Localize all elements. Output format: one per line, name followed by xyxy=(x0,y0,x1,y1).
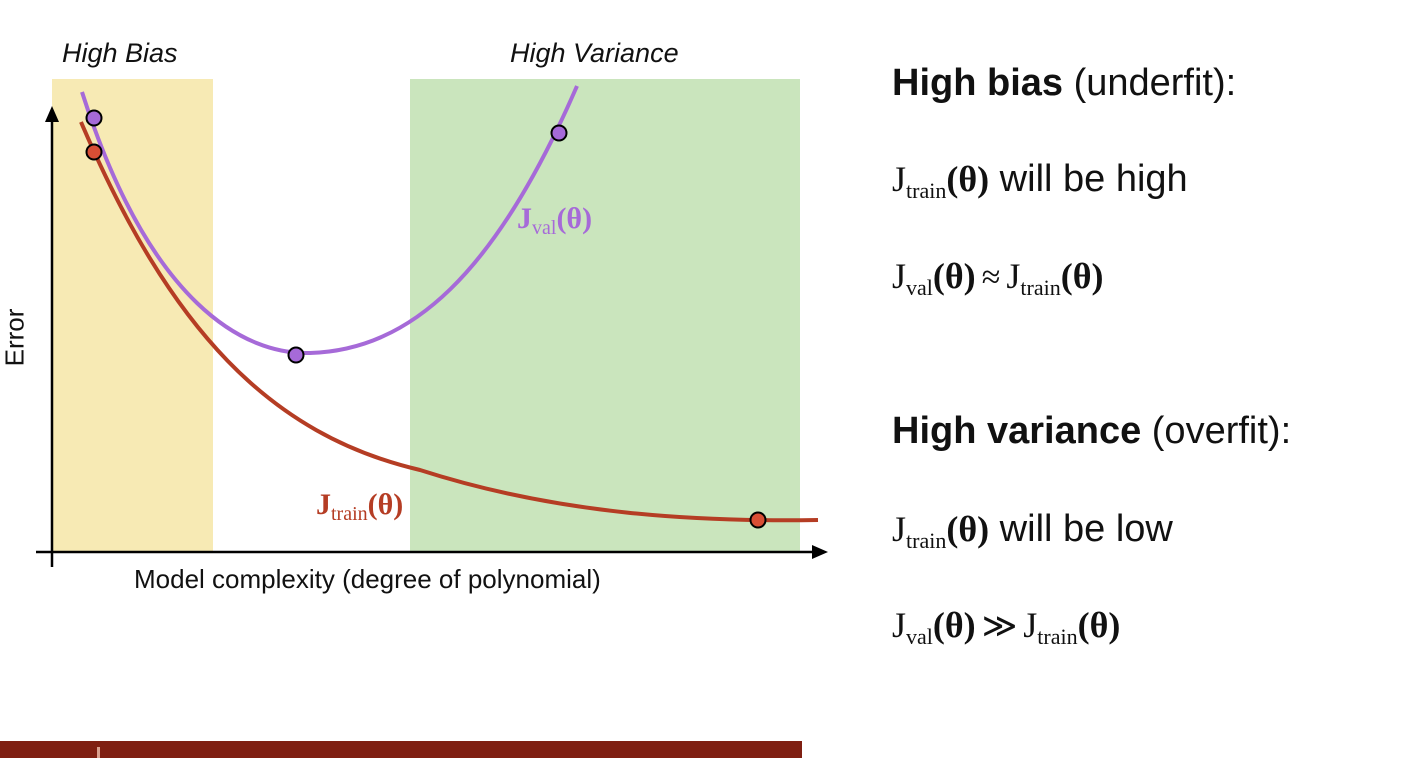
high-bias-region xyxy=(52,79,213,552)
val-error-curve xyxy=(80,85,579,356)
high-bias-val-approx-train: Jval(θ) ≈ Jtrain(θ) xyxy=(892,256,1104,300)
train-point-high-complexity xyxy=(749,511,767,529)
high-variance-val-much-greater-train: Jval(θ) ≫ Jtrain(θ) xyxy=(892,605,1121,649)
bias-variance-plot xyxy=(36,79,828,567)
high-bias-heading: High bias (underfit): xyxy=(892,62,1237,104)
val-point-high-complexity xyxy=(550,124,568,142)
footer-bar xyxy=(0,741,802,758)
high-bias-train-statement: Jtrain(θ) will be high xyxy=(892,158,1188,203)
high-variance-label: High Variance xyxy=(510,38,679,68)
footer-bar-mark xyxy=(97,747,100,758)
train-error-curve xyxy=(79,121,819,523)
high-bias-label: High Bias xyxy=(62,38,178,68)
high-variance-heading: High variance (overfit): xyxy=(892,410,1292,452)
val-point-optimal xyxy=(287,346,305,364)
high-variance-train-statement: Jtrain(θ) will be low xyxy=(892,508,1173,553)
val-curve-label: Jval(θ) xyxy=(517,202,593,239)
train-point-low-complexity xyxy=(85,143,103,161)
x-axis-arrowhead xyxy=(812,545,828,559)
y-axis-arrowhead xyxy=(45,106,59,122)
y-axis-title: Error xyxy=(0,308,30,367)
val-point-low-complexity xyxy=(85,109,103,127)
train-curve-label: Jtrain(θ) xyxy=(316,488,404,525)
high-variance-region xyxy=(410,79,800,552)
x-axis-title: Model complexity (degree of polynomial) xyxy=(134,564,601,594)
